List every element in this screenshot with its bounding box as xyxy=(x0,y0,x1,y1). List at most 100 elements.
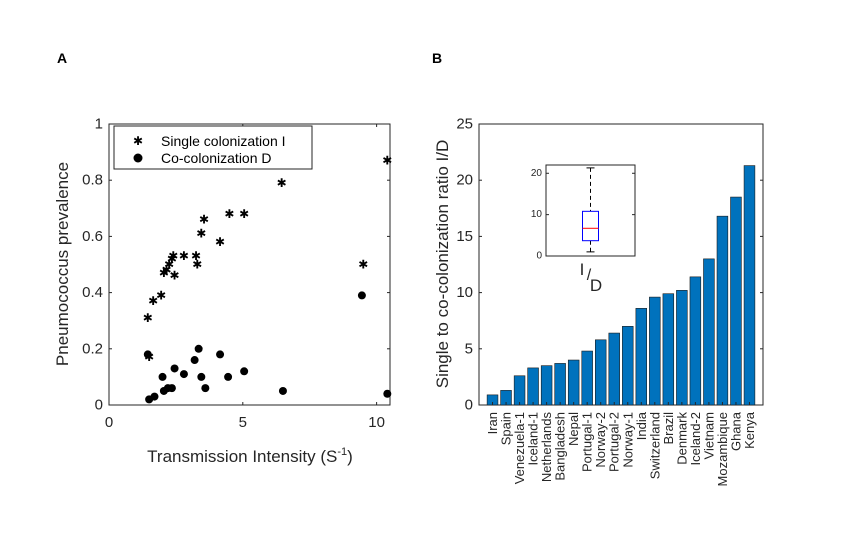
bar-category-label: Venezuela-1 xyxy=(512,412,527,484)
bar xyxy=(743,165,756,406)
bar-category-label: Brazil xyxy=(661,412,676,445)
bar xyxy=(662,293,675,406)
bar-y-tick-label: 5 xyxy=(465,340,473,357)
legend-entry-co: Co-colonization D xyxy=(161,150,272,166)
inset-x-label-numerator: I xyxy=(580,260,585,279)
bar-category-label: Denmark xyxy=(674,412,689,465)
bar-y-tick-label: 0 xyxy=(465,397,473,414)
scatter-ticks: 0 5 10 0 0.2 0.4 0.6 0.8 1 xyxy=(82,116,390,431)
scatter-point-single: ✱ xyxy=(143,311,153,325)
bar-category-label: India xyxy=(634,411,649,440)
scatter-point-single: ✱ xyxy=(159,266,169,280)
bar-ticks: IranSpainVenezuela-1Iceland-1Netherlands… xyxy=(456,116,763,486)
scatter-point-single: ✱ xyxy=(148,294,158,308)
scatter-point-single: ✱ xyxy=(179,249,189,263)
inset-box-plot: 0 10 20 I / D xyxy=(531,164,636,295)
legend-star-marker-icon: ✱ xyxy=(133,134,143,148)
scatter-x-tick-label: 10 xyxy=(368,414,385,431)
scatter-point-single: ✱ xyxy=(277,176,287,190)
bar xyxy=(513,375,526,406)
bar xyxy=(540,365,553,406)
bar xyxy=(703,258,715,406)
scatter-point-single: ✱ xyxy=(156,288,166,302)
bar xyxy=(716,215,729,406)
bar xyxy=(689,276,702,406)
panel-a-letter: A xyxy=(57,50,67,66)
bar-category-label: Bangladesh xyxy=(553,412,568,481)
scatter-point-single: ✱ xyxy=(215,235,225,249)
scatter-point-single: ✱ xyxy=(199,213,209,227)
scatter-point-single: ✱ xyxy=(224,207,234,221)
inset-y-tick-label: 0 xyxy=(536,251,542,262)
x-axis-label-superscript: -1 xyxy=(337,446,347,458)
bar xyxy=(676,290,688,406)
bar xyxy=(635,308,647,406)
inset-marks xyxy=(582,167,599,253)
scatter-point-single: ✱ xyxy=(164,258,174,272)
scatter-plot-area xyxy=(108,123,391,406)
bar-category-label: Kenya xyxy=(742,411,757,449)
scatter-point-single: ✱ xyxy=(196,227,206,241)
bar xyxy=(622,326,634,406)
bar-marks xyxy=(486,165,756,406)
bar-category-label: Norway-1 xyxy=(620,412,635,468)
legend-box xyxy=(113,125,313,170)
scatter-legend: ✱ Single colonization I Co-colonization … xyxy=(113,125,313,170)
bar xyxy=(595,339,607,406)
bar-category-label: Netherlands xyxy=(539,412,554,483)
scatter-point-co xyxy=(383,389,392,398)
scatter-point-co xyxy=(170,364,179,373)
scatter-point-co xyxy=(201,384,210,393)
scatter-point-single: ✱ xyxy=(382,154,392,168)
scatter-x-axis-label: Transmission Intensity (S-1) xyxy=(147,446,353,466)
scatter-y-tick-label: 1 xyxy=(95,116,103,133)
bar-category-label: Vietnam xyxy=(701,412,716,459)
bar-category-label: Switzerland xyxy=(647,412,662,479)
scatter-point-co xyxy=(190,356,199,365)
scatter-y-tick-label: 0.4 xyxy=(82,284,103,301)
bar xyxy=(649,296,661,406)
bar xyxy=(730,196,742,406)
scatter-marks: ✱✱✱✱✱✱✱✱✱✱✱✱✱✱✱✱✱✱✱✱✱ xyxy=(143,154,392,404)
bar-y-axis-label: Single to co-colonization ratio I/D xyxy=(433,140,452,389)
scatter-point-single: ✱ xyxy=(168,249,178,263)
bar-category-label: Norway-2 xyxy=(593,412,608,468)
bar xyxy=(554,363,566,406)
bar xyxy=(581,350,593,406)
bar-chart: IranSpainVenezuela-1Iceland-1Netherlands… xyxy=(433,116,764,486)
bar-y-tick-label: 10 xyxy=(456,284,473,301)
bar-category-label: Iceland-1 xyxy=(526,412,541,465)
x-axis-label-main: Transmission Intensity (S xyxy=(147,447,337,466)
panel-b-letter: B xyxy=(432,50,442,66)
scatter-y-tick-label: 0.2 xyxy=(82,340,103,357)
scatter-y-axis-label: Pneumococcus prevalence xyxy=(53,162,72,366)
bar-category-label: Portugal-2 xyxy=(607,412,622,472)
scatter-y-tick-label: 0 xyxy=(95,397,103,414)
inset-x-label-denominator: D xyxy=(590,276,602,295)
scatter-x-tick-label: 5 xyxy=(239,414,247,431)
scatter-point-single: ✱ xyxy=(167,252,177,266)
bar-category-label: Portugal-1 xyxy=(580,412,595,472)
scatter-y-tick-label: 0.8 xyxy=(82,172,103,189)
scatter-point-co xyxy=(150,392,159,401)
scatter-point-single: ✱ xyxy=(358,258,368,272)
inset-y-tick-label: 20 xyxy=(531,168,543,179)
inset-x-label-slash: / xyxy=(587,267,592,284)
scatter-x-tick-label: 0 xyxy=(105,414,113,431)
scatter-point-single: ✱ xyxy=(170,269,180,283)
bar xyxy=(608,332,620,406)
bar-category-label: Ghana xyxy=(728,411,743,451)
scatter-point-co xyxy=(179,370,188,379)
scatter-point-co xyxy=(143,350,152,359)
scatter-point-co xyxy=(194,344,203,353)
bar-category-label: Spain xyxy=(499,412,514,445)
scatter-point-co xyxy=(240,367,249,376)
scatter-point-co xyxy=(158,372,167,381)
bar-category-label: Nepal xyxy=(566,412,581,446)
scatter-y-tick-label: 0.6 xyxy=(82,228,103,245)
scatter-point-single: ✱ xyxy=(162,263,172,277)
scatter-point-co xyxy=(278,386,287,395)
inset-box xyxy=(582,210,599,242)
scatter-point-co xyxy=(216,350,225,359)
